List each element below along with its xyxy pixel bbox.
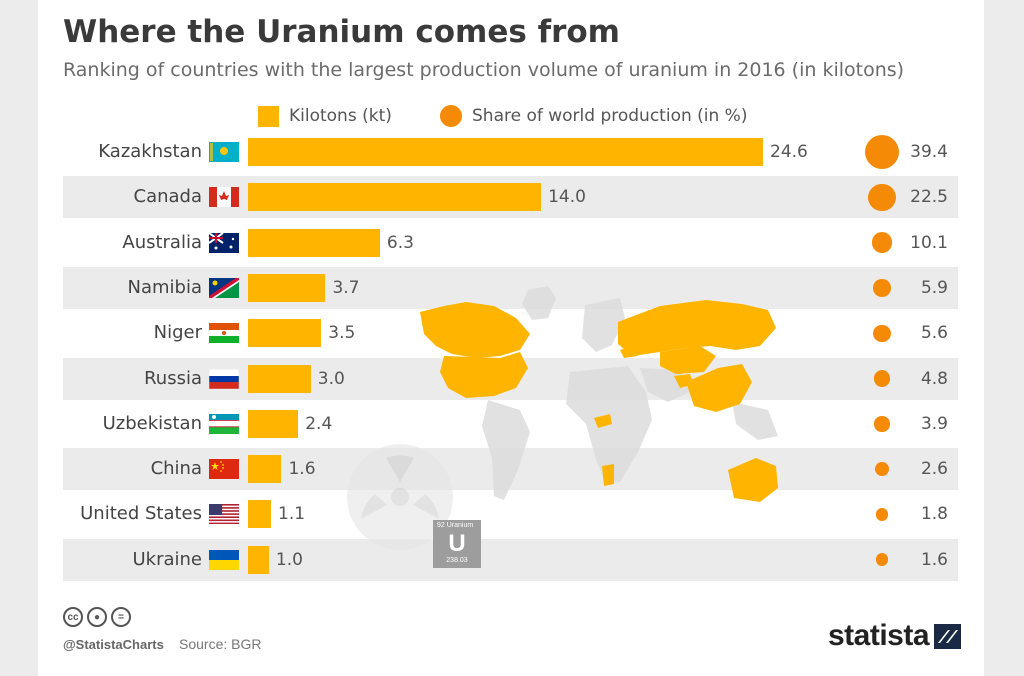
country-label: Ukraine	[132, 548, 202, 570]
share-bubble	[874, 416, 890, 432]
element-symbol: U	[448, 530, 466, 557]
map-canada	[420, 302, 530, 358]
legend-kilotons: Kilotons (kt)	[258, 104, 392, 128]
ukraine-flag-icon	[209, 549, 239, 570]
kilotons-value-label: 6.3	[386, 232, 414, 253]
legend-share: Share of world production (in %)	[440, 104, 747, 128]
country-label: Australia	[122, 231, 202, 253]
kilotons-value-label: 3.0	[317, 368, 345, 389]
legend-swatch	[258, 105, 279, 127]
united-states-flag-icon	[209, 504, 239, 525]
map-kazakhstan	[660, 346, 716, 374]
kilotons-value-label: 3.7	[332, 277, 360, 298]
uzbekistan-flag-icon	[209, 413, 239, 434]
kilotons-value-label: 1.6	[288, 459, 316, 480]
share-bubble	[873, 279, 891, 297]
element-mass: 238.03	[446, 557, 468, 564]
share-value-label: 5.9	[920, 277, 948, 298]
share-bubble	[873, 370, 891, 387]
canada-flag-icon	[209, 187, 239, 208]
chart-subtitle: Ranking of countries with the largest pr…	[63, 59, 905, 81]
share-bubble	[868, 183, 896, 211]
map-australia	[728, 458, 778, 502]
country-label: Uzbekistan	[102, 412, 202, 434]
legend-kilotons-label: Kilotons (kt)	[289, 106, 392, 126]
source-note: Source: BGR	[179, 636, 262, 652]
kilotons-value-label: 1.1	[278, 504, 306, 525]
kilotons-value-label: 1.0	[275, 549, 303, 570]
south-america-shape	[482, 400, 530, 500]
license-icons: cc ● =	[63, 607, 131, 627]
share-value-label: 5.6	[920, 323, 948, 344]
share-value-label: 2.6	[920, 459, 948, 480]
share-value-label: 1.6	[920, 549, 948, 570]
map-ukraine	[620, 346, 638, 358]
kilotons-value-label: 24.6	[770, 142, 808, 162]
attribution-icon[interactable]: ●	[87, 607, 107, 627]
map-russia	[618, 300, 776, 356]
southeast-asia-shape	[732, 402, 778, 440]
share-value-label: 4.8	[920, 368, 948, 389]
country-label: United States	[80, 503, 202, 525]
legend-dot	[440, 105, 462, 127]
map-namibia	[602, 464, 614, 486]
niger-flag-icon	[209, 323, 239, 344]
kilotons-value-label: 14.0	[548, 187, 586, 208]
kilotons-value-label: 2.4	[305, 413, 333, 434]
country-label: Canada	[133, 186, 203, 208]
creative-commons-icon[interactable]: cc	[63, 607, 83, 627]
uranium-element-tile: 92 Uranium U 238.03	[433, 520, 481, 568]
kazakhstan-flag-icon	[209, 142, 239, 162]
radiation-symbol	[347, 444, 453, 550]
country-label: China	[150, 458, 202, 480]
kilotons-bar	[248, 138, 763, 166]
share-bubble	[875, 462, 889, 477]
kilotons-bar	[248, 455, 282, 484]
kilotons-bar	[248, 545, 269, 574]
namibia-flag-icon	[209, 277, 239, 298]
russia-flag-icon	[209, 368, 239, 389]
share-value-label: 10.1	[910, 232, 948, 253]
statista-handle[interactable]: @StatistaCharts	[63, 637, 164, 652]
share-bubble	[875, 508, 889, 521]
africa-shape	[566, 366, 652, 484]
kilotons-bar	[248, 319, 322, 348]
map-united-states	[440, 352, 528, 398]
kilotons-bar	[248, 364, 311, 393]
share-value-label: 1.8	[920, 504, 948, 525]
country-label: Kazakhstan	[98, 141, 202, 162]
kilotons-bar	[248, 409, 299, 438]
country-label: Niger	[153, 322, 202, 344]
china-flag-icon	[209, 459, 239, 480]
country-label: Russia	[144, 367, 202, 389]
kilotons-bar	[248, 228, 380, 257]
europe-shape	[582, 298, 625, 352]
legend-share-label: Share of world production (in %)	[472, 106, 748, 126]
kilotons-bar	[248, 273, 326, 302]
share-value-label: 3.9	[920, 413, 948, 434]
greenland-shape	[522, 286, 556, 320]
share-bubble	[871, 232, 893, 253]
share-value-label: 22.5	[910, 187, 948, 208]
logo-text: statista	[828, 619, 930, 652]
map-niger	[594, 414, 612, 428]
australia-flag-icon	[209, 232, 239, 253]
kilotons-value-label: 3.5	[328, 323, 356, 344]
element-number-name: 92 Uranium	[437, 522, 474, 529]
map-china	[686, 364, 752, 412]
no-derivatives-icon[interactable]: =	[111, 607, 131, 627]
share-bubble	[865, 135, 899, 169]
kilotons-bar	[248, 183, 542, 212]
kilotons-bar	[248, 500, 272, 529]
share-value-label: 39.4	[910, 142, 948, 162]
chart-title: Where the Uranium comes from	[63, 14, 620, 50]
statista-logo[interactable]: statista	[828, 619, 962, 653]
share-bubble	[875, 553, 889, 566]
share-bubble	[873, 324, 891, 342]
country-label: Namibia	[127, 276, 203, 298]
statista-logo-mark-icon	[934, 623, 962, 649]
